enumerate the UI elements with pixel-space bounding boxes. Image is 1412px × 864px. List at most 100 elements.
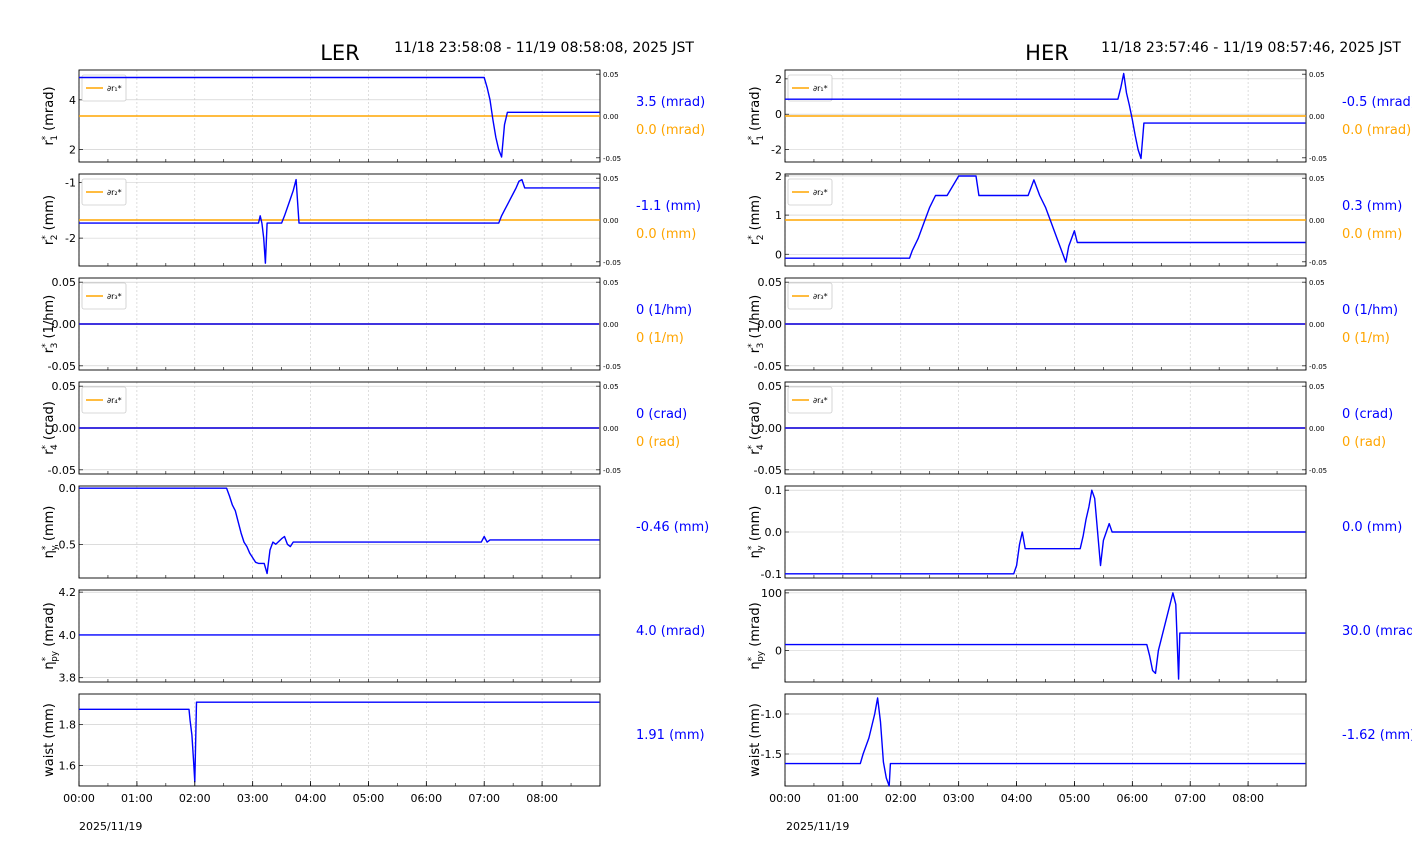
ler-panel-r4: 0.05 0.00 -0.05 0.05 0.00 -0.05 ∂r₄* r*4 (crad)… <box>41 380 687 477</box>
current-value-label: 1.91 (mm) <box>636 728 705 743</box>
her-panel-r3: 0.05 0.00 -0.05 0.05 0.00 -0.05 ∂r₃* r*3 (1/hm)… <box>747 276 1398 373</box>
x-tick-label: 03:00 <box>943 792 975 805</box>
right-y-tick-label: 0.05 <box>603 175 619 183</box>
current-value-label: 0.3 (mm) <box>1342 199 1402 214</box>
legend-label: ∂r₂* <box>107 188 122 197</box>
y-tick-label: 2 <box>775 170 782 183</box>
right-y-tick-label: 0.00 <box>1309 113 1325 121</box>
x-tick-label: 00:00 <box>769 792 801 805</box>
y-tick-label: 0.05 <box>52 380 77 393</box>
legend-box <box>81 74 127 102</box>
ler-title: LER <box>320 41 360 65</box>
y-tick-label: 0.05 <box>758 380 783 393</box>
legend-box <box>787 282 833 310</box>
legend-label: ∂r₄* <box>107 396 122 405</box>
y-axis-label: waist (mm) <box>42 703 57 777</box>
y-axis-label: r*2 (mm) <box>41 195 60 245</box>
right-y-tick-label: 0.00 <box>1309 217 1325 225</box>
current-value-label: 0 (1/hm) <box>636 303 692 318</box>
current-value-label: 4.0 (mrad) <box>636 624 705 639</box>
x-tick-label: 00:00 <box>63 792 95 805</box>
legend-label: ∂r₂* <box>813 188 828 197</box>
y-axis-label: waist (mm) <box>748 703 763 777</box>
x-tick-label: 02:00 <box>885 792 917 805</box>
y-tick-label: 0 <box>775 108 782 121</box>
y-tick-label: 0.00 <box>52 318 77 331</box>
ler-series-eta_y <box>79 487 600 575</box>
current-value-label: 3.5 (mrad) <box>636 95 705 110</box>
current-value-label: 0 (1/hm) <box>1342 303 1398 318</box>
y-tick-label: -1.0 <box>761 708 782 721</box>
right-y-tick-label: 0.00 <box>603 425 619 433</box>
ler-series-r2 <box>79 178 600 264</box>
reference-value-label: 0.0 (mrad) <box>636 123 705 138</box>
her-title: HER <box>1025 41 1069 65</box>
y-tick-label: 0.0 <box>59 482 77 495</box>
right-y-tick-label: -0.05 <box>1309 155 1327 163</box>
ler-date-label: 2025/11/19 <box>79 820 142 833</box>
her-series-r2 <box>785 175 1306 263</box>
x-tick-label: 04:00 <box>1001 792 1033 805</box>
y-tick-label: 2 <box>775 73 782 86</box>
ler-series-r1 <box>79 76 600 158</box>
reference-value-label: 0 (rad) <box>636 435 680 450</box>
her-panel-r4: 0.05 0.00 -0.05 0.05 0.00 -0.05 ∂r₄* r*4 (crad)… <box>747 380 1393 477</box>
y-tick-label: -0.5 <box>55 538 76 551</box>
y-tick-label: 0.05 <box>758 276 783 289</box>
current-value-label: -1.62 (mm) <box>1342 728 1412 743</box>
right-y-tick-label: 0.05 <box>1309 383 1325 391</box>
her-series-eta_y <box>785 489 1306 575</box>
y-tick-label: -1.5 <box>761 748 782 761</box>
right-y-tick-label: 0.00 <box>603 321 619 329</box>
current-value-label: -1.1 (mm) <box>636 199 701 214</box>
reference-value-label: 0.0 (mrad) <box>1342 123 1411 138</box>
right-y-tick-label: -0.05 <box>603 363 621 371</box>
reference-value-label: 0.0 (mm) <box>1342 227 1402 242</box>
ler-panel-r2: -1 -2 0.05 0.00 -0.05 ∂r₂* r*2 (mm) -1.1 (mm) 0.… <box>41 173 701 267</box>
her-legend-r3: ∂r₃* <box>787 282 833 310</box>
y-tick-label: 0 <box>775 644 782 657</box>
y-tick-label: 1.8 <box>59 719 77 732</box>
right-y-tick-label: 0.05 <box>603 383 619 391</box>
y-tick-label: 4.0 <box>59 629 77 642</box>
legend-label: ∂r₄* <box>813 396 828 405</box>
her-legend-r1: ∂r₁* <box>787 74 833 102</box>
ler-time-range: 11/18 23:58:08 - 11/19 08:58:08, 2025 JS… <box>394 40 694 56</box>
her-legend-r2: ∂r₂* <box>787 178 833 206</box>
axes-frame <box>784 589 1307 683</box>
her-legend-r4: ∂r₄* <box>787 386 833 414</box>
her-series-eta_py <box>785 592 1306 680</box>
y-tick-label: 1 <box>775 209 782 222</box>
y-tick-label: 0.00 <box>758 422 783 435</box>
ler-series-waist <box>79 701 600 783</box>
legend-box <box>787 386 833 414</box>
y-tick-label: 0.05 <box>52 276 77 289</box>
y-axis-label: r*1 (mrad) <box>41 86 60 145</box>
y-axis-label: r*1 (mrad) <box>747 86 766 145</box>
y-axis-label: η*y (mm) <box>41 506 60 559</box>
right-y-tick-label: 0.00 <box>1309 425 1325 433</box>
x-tick-label: 06:00 <box>1116 792 1148 805</box>
x-tick-label: 05:00 <box>353 792 385 805</box>
y-tick-label: 3.8 <box>59 672 77 685</box>
ler-legend-r2: ∂r₂* <box>81 178 127 206</box>
right-y-tick-label: 0.00 <box>1309 321 1325 329</box>
ler-panel-eta_y: 0.0 -0.5η*y (mm) -0.46 (mm) <box>41 482 709 579</box>
current-value-label: 0 (crad) <box>1342 407 1393 422</box>
reference-value-label: 0.0 (mm) <box>636 227 696 242</box>
current-value-label: 0.0 (mm) <box>1342 520 1402 535</box>
her-panel-r1: 2 0 -2 0.05 0.00 -0.05 ∂r₁* r*1 (mrad) -0.5 (mra… <box>747 69 1412 163</box>
y-tick-label: -0.05 <box>48 360 76 373</box>
her-time-range: 11/18 23:57:46 - 11/19 08:57:46, 2025 JS… <box>1101 40 1401 56</box>
y-axis-label: η*py (mrad) <box>747 602 766 669</box>
right-y-tick-label: -0.05 <box>603 155 621 163</box>
her-series-r1 <box>785 72 1306 160</box>
y-tick-label: -0.05 <box>48 464 76 477</box>
y-axis-label: r*2 (mm) <box>747 195 766 245</box>
y-tick-label: -2 <box>65 232 76 245</box>
reference-value-label: 0 (rad) <box>1342 435 1386 450</box>
her-series-waist <box>785 697 1306 787</box>
legend-box <box>81 282 127 310</box>
